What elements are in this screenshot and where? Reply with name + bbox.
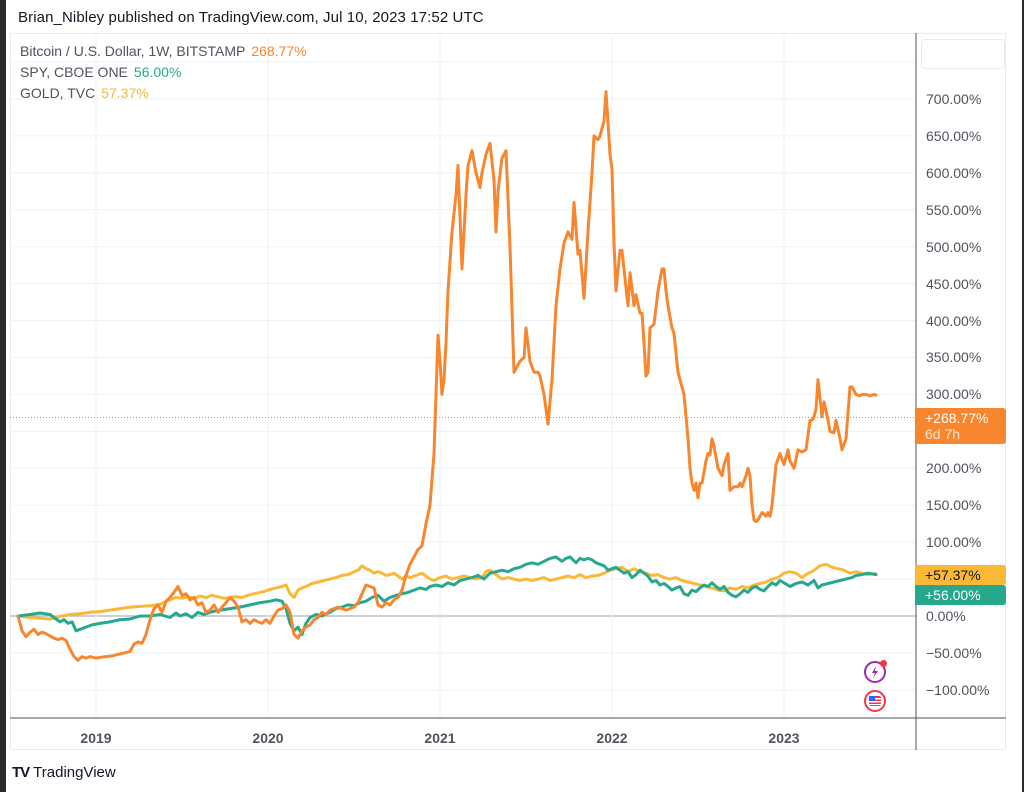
y-tick-label: 500.00% [926,238,982,255]
legend-value: 268.77% [251,43,307,59]
y-tick-label: 0.00% [926,608,966,624]
legend-item-spy[interactable]: SPY, CBOE ONE 56.00% [20,62,307,83]
x-tick-label: 2022 [596,730,628,746]
page: Brian_Nibley published on TradingView.co… [6,0,1022,792]
x-tick-label: 2020 [252,730,284,746]
y-tick-label: 650.00% [926,127,982,144]
y-tick-label: −50.00% [926,644,982,661]
btc-last-value-badge: +268.77% 6d 7h [915,408,1006,444]
legend-value: 57.37% [101,85,149,101]
series-line-1 [16,555,878,636]
series-line-2 [16,562,878,621]
us-flag-icon[interactable] [864,690,886,712]
footer: TV TradingView [12,764,116,781]
legend-name: Bitcoin / U.S. Dollar, 1W, BITSTAMP [20,43,246,59]
x-tick-label: 2019 [80,730,112,746]
y-tick-label: 100.00% [926,534,982,551]
legend-item-btc[interactable]: Bitcoin / U.S. Dollar, 1W, BITSTAMP 268.7… [20,41,307,62]
legend-name: SPY, CBOE ONE [20,64,128,80]
y-tick-label: 200.00% [926,460,982,477]
y-tick-label: −100.00% [926,681,990,698]
y-tick-label: 400.00% [926,312,982,329]
btc-badge-countdown: 6d 7h [925,426,961,442]
series-line-0 [16,90,878,662]
lightning-event-icon[interactable] [864,660,887,683]
tradingview-logo-icon[interactable]: TV [12,764,30,781]
chart-frame [10,33,1006,750]
legend: Bitcoin / U.S. Dollar, 1W, BITSTAMP 268.7… [20,41,307,104]
y-tick-label: 550.00% [926,201,982,218]
legend-name: GOLD, TVC [20,85,96,101]
gold-last-value-badge: +57.37% [915,565,1006,585]
publisher-line: Brian_Nibley published on TradingView.co… [18,9,484,26]
btc-badge-value: +268.77% [925,410,989,426]
y-tick-label: 600.00% [926,164,982,181]
y-tick-label: 150.00% [926,497,982,514]
spy-last-value-badge: +56.00% [915,585,1006,605]
legend-value: 56.00% [133,64,182,80]
x-tick-label: 2023 [768,730,800,746]
y-tick-label: 300.00% [926,386,982,403]
tradingview-brand[interactable]: TradingView [33,764,116,781]
x-tick-label: 2021 [424,730,456,746]
y-tick-label: 700.00% [926,90,982,107]
gold-badge-value: +57.37% [925,567,981,583]
price-scale-settings-box[interactable] [921,39,1005,69]
legend-item-gold[interactable]: GOLD, TVC 57.37% [20,83,307,104]
y-tick-label: 350.00% [926,349,982,366]
spy-badge-value: +56.00% [925,587,981,603]
y-tick-label: 450.00% [926,275,982,292]
